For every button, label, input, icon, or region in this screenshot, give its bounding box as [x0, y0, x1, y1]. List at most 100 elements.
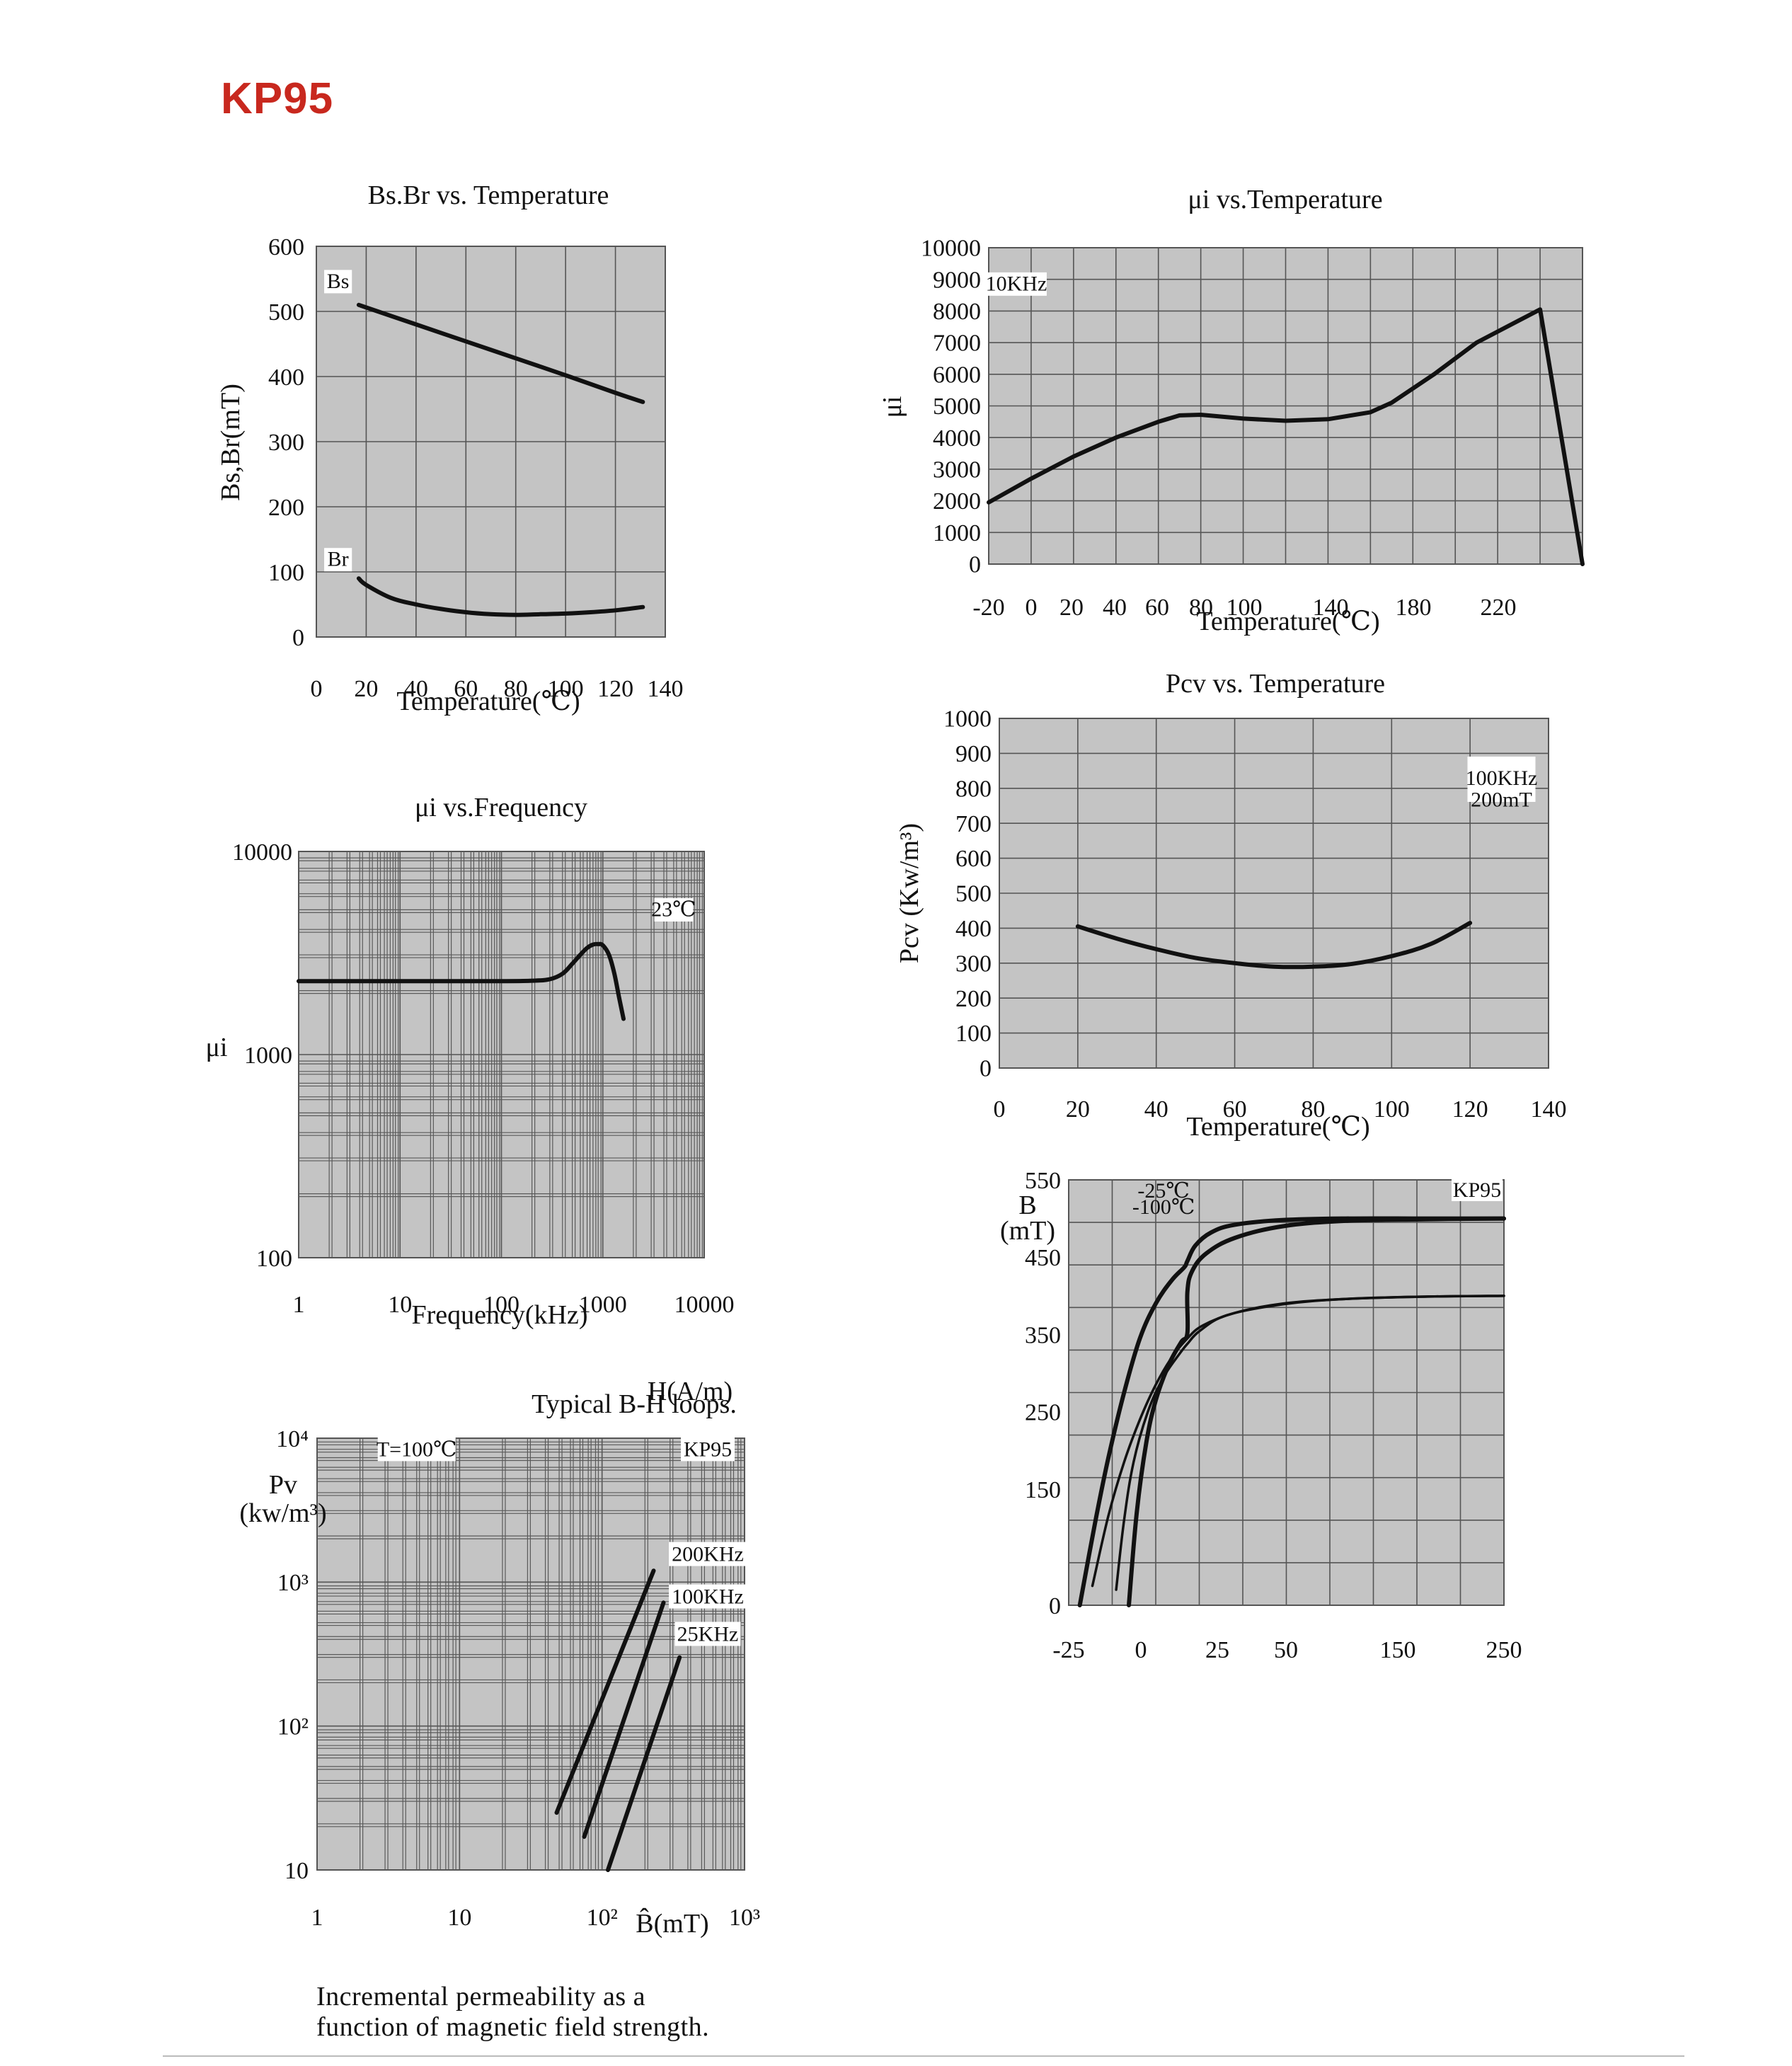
series-23-line	[297, 941, 626, 1021]
x-tick-label: 40	[1144, 1096, 1168, 1123]
annotation-23: 23℃	[651, 897, 696, 921]
annotation-box	[324, 548, 352, 572]
series-100khz-200mt-line	[1075, 921, 1473, 970]
y-tick-label: 500	[955, 881, 992, 907]
y-tick-label: 400	[268, 365, 304, 391]
x-axis-title: Temperature(℃)	[396, 687, 580, 716]
y-tick-label: 200	[955, 986, 992, 1012]
y-tick-label: 400	[955, 916, 992, 942]
y-tick-label: 300	[955, 951, 992, 977]
grid	[989, 248, 1583, 564]
annotation-100khz: 100KHz	[672, 1585, 744, 1609]
y-tick-label: 10000	[921, 236, 981, 262]
x-tick-label: 250	[1486, 1637, 1522, 1663]
y-tick-label: 4000	[933, 425, 981, 452]
x-axis-title: H(A/m)	[648, 1377, 733, 1406]
x-axis-title: Temperature(℃)	[1186, 1112, 1369, 1142]
x-tick-label: 0	[1026, 595, 1038, 621]
x-tick-label: 80	[504, 676, 528, 702]
y-tick-label: 900	[955, 741, 992, 767]
y-axis-unit: (kw/m³)	[239, 1498, 326, 1528]
y-axis-title: B	[1018, 1190, 1036, 1220]
series-bs-line	[356, 302, 645, 404]
x-tick-label: 100	[1227, 595, 1263, 621]
annotation-200khz: 200KHz	[672, 1543, 744, 1566]
y-tick-label: 100	[955, 1021, 992, 1047]
y-tick-label: 2000	[933, 488, 981, 515]
y-tick-label: 550	[1025, 1168, 1061, 1194]
page-title: KP95	[221, 74, 334, 123]
y-axis-unit: (mT)	[1000, 1216, 1055, 1246]
x-tick-label: 150	[1380, 1637, 1416, 1663]
annotation-kp95: KP95	[1453, 1178, 1501, 1202]
series-10khz-line	[987, 307, 1585, 566]
annotation-box	[1451, 1178, 1503, 1202]
x-tick-label: 10²	[587, 1905, 618, 1931]
y-tick-label: 300	[268, 430, 304, 456]
x-tick-label: 60	[454, 676, 478, 702]
y-tick-label: 700	[955, 811, 992, 837]
y-tick-label: 0	[980, 1056, 992, 1082]
x-tick-label: 100	[483, 1292, 519, 1318]
x-tick-label: 0	[1135, 1637, 1147, 1663]
annotation-bs: Bs	[327, 270, 350, 293]
chart-title: Pcv vs. Temperature	[1166, 669, 1385, 699]
x-tick-label: 1	[311, 1905, 323, 1931]
annotation-box	[324, 270, 352, 294]
grid	[1069, 1180, 1504, 1605]
series-100-inner-line	[1115, 1295, 1505, 1591]
series-25khz-line	[606, 1655, 682, 1872]
y-tick-label: 10⁴	[276, 1426, 309, 1452]
x-tick-label: 80	[1189, 595, 1213, 621]
series-25-inner-line	[1127, 1216, 1506, 1607]
series-25-outer-line	[1077, 1216, 1506, 1607]
y-tick-label: 100	[268, 560, 304, 586]
x-tick-label: 40	[404, 676, 428, 702]
y-tick-label: 10²	[277, 1714, 309, 1740]
y-axis-title: Pv	[269, 1470, 297, 1500]
x-tick-label: 25	[1205, 1637, 1229, 1663]
y-tick-label: 10000	[232, 839, 292, 866]
x-tick-label: 60	[1145, 595, 1169, 621]
footnote-line-1: Incremental permeability as a	[316, 1982, 646, 2012]
y-tick-label: 10³	[277, 1570, 309, 1596]
series-200khz-line	[554, 1568, 656, 1815]
series-br-line	[356, 576, 645, 617]
y-tick-label: 1000	[943, 706, 992, 733]
x-tick-label: 140	[648, 676, 684, 702]
x-tick-label: 10000	[674, 1292, 735, 1318]
y-axis-title: μi	[206, 1033, 228, 1062]
y-tick-label: 350	[1025, 1322, 1061, 1348]
y-axis-title: μi	[878, 396, 907, 418]
x-tick-label: 20	[1059, 595, 1084, 621]
x-tick-label: 140	[1313, 595, 1349, 621]
annotation-25khz: 25KHz	[677, 1622, 739, 1646]
y-tick-label: 8000	[933, 299, 981, 325]
annotation-box	[681, 1437, 735, 1462]
y-tick-label: 600	[955, 846, 992, 872]
y-tick-label: 1000	[244, 1043, 292, 1069]
annotation-box	[669, 1584, 747, 1609]
x-tick-label: 60	[1223, 1096, 1247, 1123]
x-tick-label: 20	[354, 676, 378, 702]
x-axis-title: Frequency(kHz)	[411, 1300, 587, 1330]
y-tick-label: 5000	[933, 394, 981, 420]
y-tick-label: 10	[285, 1858, 309, 1884]
y-tick-label: 6000	[933, 362, 981, 388]
footnote: Incremental permeability as a function o…	[316, 1982, 709, 2043]
y-tick-label: 0	[969, 552, 981, 578]
y-tick-label: 150	[1025, 1477, 1061, 1503]
x-tick-label: 0	[994, 1096, 1006, 1123]
x-tick-label: 120	[1452, 1096, 1488, 1123]
x-tick-label: 20	[1066, 1096, 1090, 1123]
x-tick-label: 50	[1274, 1637, 1298, 1663]
annotation-box	[674, 1622, 741, 1646]
chart-title: μi vs.Frequency	[415, 793, 587, 822]
footnote-line-2: function of magnetic field strength.	[316, 2012, 710, 2042]
y-tick-label: 250	[1025, 1400, 1061, 1426]
